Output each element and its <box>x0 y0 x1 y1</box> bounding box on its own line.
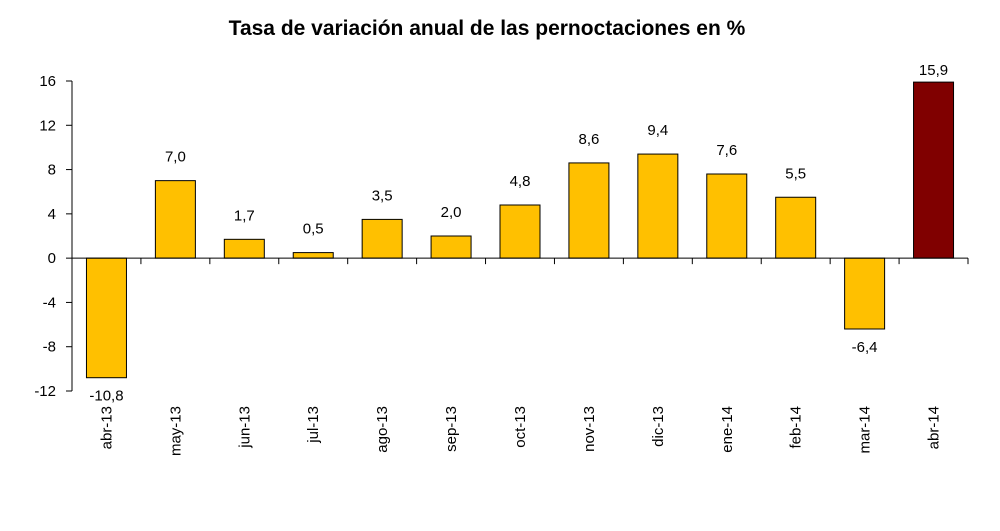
x-tick-label: abr-14 <box>926 406 943 449</box>
x-tick-label: ago-13 <box>374 406 391 453</box>
y-tick-label: 4 <box>48 206 56 223</box>
x-tick-label: feb-14 <box>788 406 805 449</box>
x-tick-label: jul-13 <box>305 406 322 444</box>
data-label: 9,4 <box>647 122 668 139</box>
bar-abr-14 <box>913 81 955 259</box>
bars-group <box>85 81 955 379</box>
data-label: 7,0 <box>165 149 186 166</box>
data-label: 15,9 <box>919 62 948 79</box>
y-axis: 16 12 8 4 0 -4 -8 -12 <box>34 73 73 400</box>
bar-may-13 <box>154 180 196 259</box>
data-label: 2,0 <box>441 204 462 221</box>
data-label: 5,5 <box>785 165 806 182</box>
x-tick-label: oct-13 <box>512 406 529 448</box>
data-label: 7,6 <box>716 142 737 159</box>
data-label: 4,8 <box>510 173 531 190</box>
y-tick-label: 8 <box>48 162 56 179</box>
y-tick-label: 12 <box>39 117 56 134</box>
bar-ene-14 <box>706 173 748 259</box>
data-labels-group: -10,8 7,0 1,7 0,5 3,5 2,0 4,8 8,6 9,4 7,6 5,5 -6,4 1… <box>89 62 948 405</box>
bar-jun-13 <box>223 238 265 259</box>
x-tick-label: jun-13 <box>236 406 253 449</box>
data-label: -6,4 <box>852 339 878 356</box>
y-tick-label: 16 <box>39 73 56 90</box>
x-tick-label: ene-14 <box>719 406 736 453</box>
y-tick-label: -8 <box>43 339 56 356</box>
x-tick-label: abr-13 <box>98 406 115 449</box>
x-axis: abr-13 may-13 jun-13 jul-13 ago-13 sep-13 oct-… <box>71 257 969 456</box>
bar-ago-13 <box>361 218 403 259</box>
y-tick-label: -4 <box>43 294 56 311</box>
x-tick-label: nov-13 <box>581 406 598 452</box>
data-label: 1,7 <box>234 207 255 224</box>
bar-feb-14 <box>775 196 817 259</box>
x-tick-label: mar-14 <box>857 406 874 454</box>
bar-oct-13 <box>499 204 541 259</box>
x-tick-label: sep-13 <box>443 406 460 452</box>
data-label: -10,8 <box>89 388 123 405</box>
chart-title: Tasa de variación anual de las pernoctac… <box>229 17 746 40</box>
y-tick-label: 0 <box>48 250 56 267</box>
x-tick-label: may-13 <box>167 406 184 456</box>
y-tick-label: -12 <box>34 383 56 400</box>
data-label: 3,5 <box>372 187 393 204</box>
bar-mar-14 <box>844 257 886 330</box>
bar-abr-13 <box>85 257 127 379</box>
bar-jul-13 <box>292 252 334 259</box>
x-tick-label: dic-13 <box>650 406 667 447</box>
bar-sep-13 <box>430 235 472 259</box>
bar-nov-13 <box>568 162 610 259</box>
bar-dic-13 <box>637 153 679 259</box>
data-label: 8,6 <box>578 131 599 148</box>
data-label: 0,5 <box>303 221 324 238</box>
